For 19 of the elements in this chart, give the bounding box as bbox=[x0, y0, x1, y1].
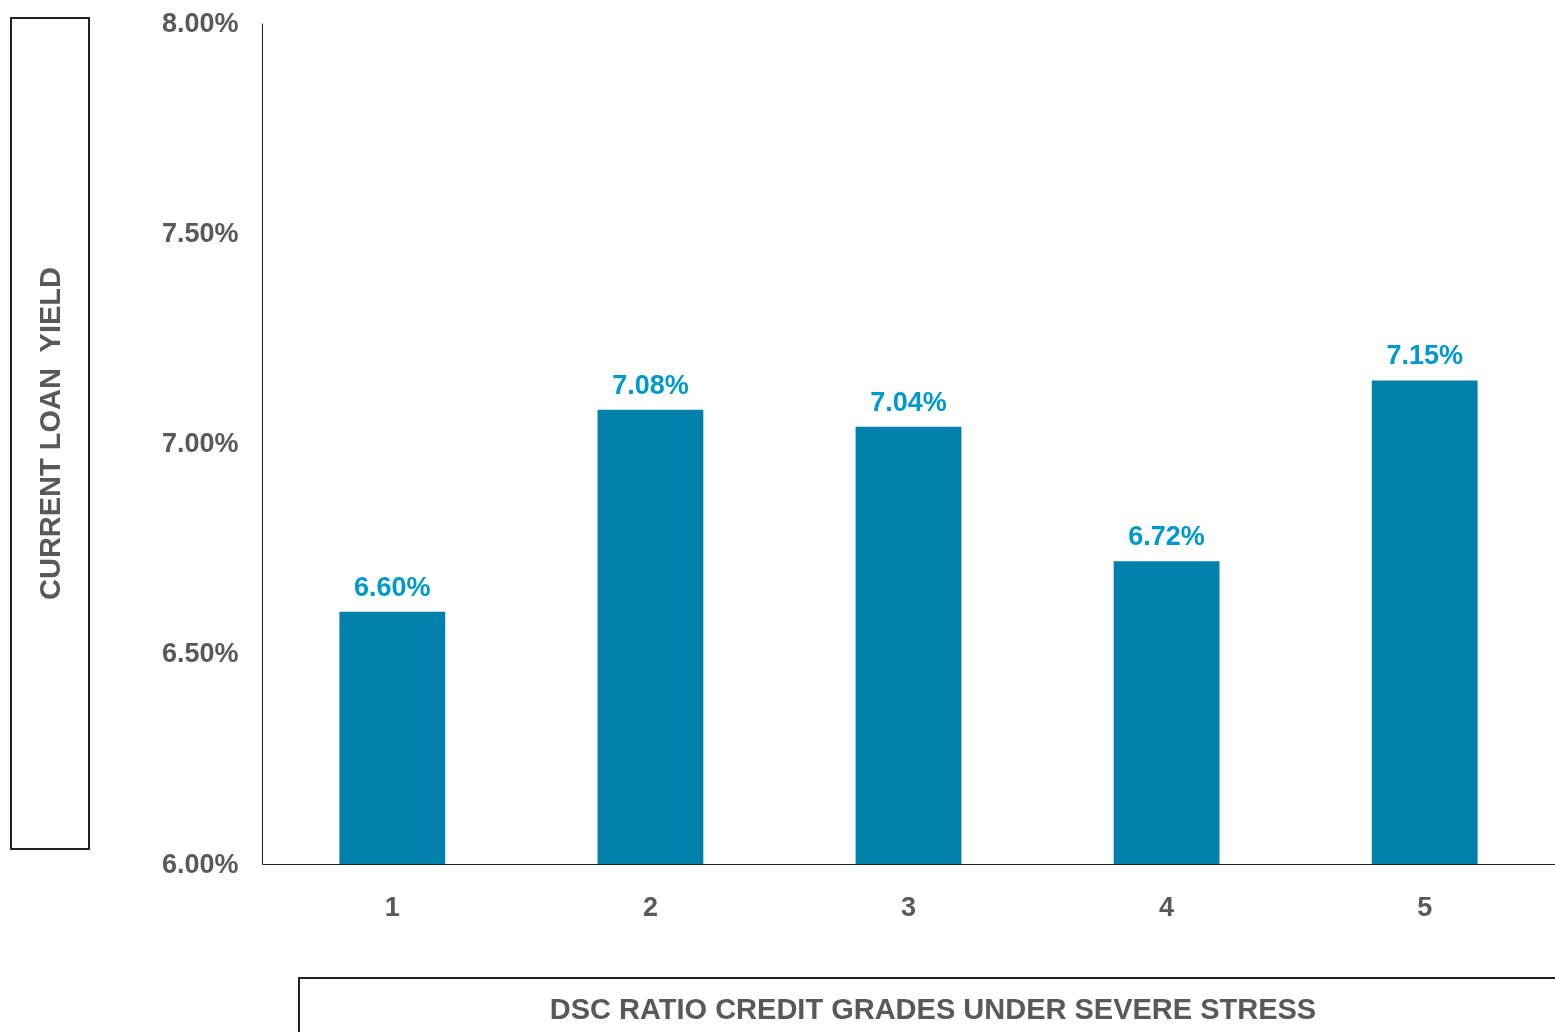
y-axis-title: CURRENT LOAN YIELD bbox=[33, 267, 67, 600]
data-label: 7.08% bbox=[612, 369, 689, 400]
y-tick-label: 6.50% bbox=[161, 638, 239, 669]
y-tick-label: 8.00% bbox=[161, 7, 239, 38]
label-frame: CURRENT LOAN YIELD bbox=[10, 17, 90, 850]
data-label: 6.72% bbox=[1128, 521, 1205, 552]
x-tick-label: 2 bbox=[642, 891, 658, 922]
x-tick-label: 5 bbox=[1417, 891, 1433, 922]
x-tick-label: 4 bbox=[1159, 891, 1175, 922]
x-tick-label: 1 bbox=[384, 891, 400, 922]
data-label: 7.04% bbox=[870, 386, 947, 417]
data-label: 6.60% bbox=[354, 571, 431, 602]
label-frame: DSC RATIO CREDIT GRADES UNDER SEVERE STRESS bbox=[298, 977, 1555, 1032]
y-tick-label: 7.50% bbox=[161, 217, 239, 248]
data-label: 7.15% bbox=[1386, 340, 1463, 371]
x-axis-title: DSC RATIO CREDIT GRADES UNDER SEVERE STRESS bbox=[549, 993, 1317, 1026]
y-tick-label: 7.00% bbox=[161, 428, 239, 458]
y-tick-label: 6.00% bbox=[161, 848, 239, 879]
x-tick-label: 3 bbox=[900, 891, 917, 922]
